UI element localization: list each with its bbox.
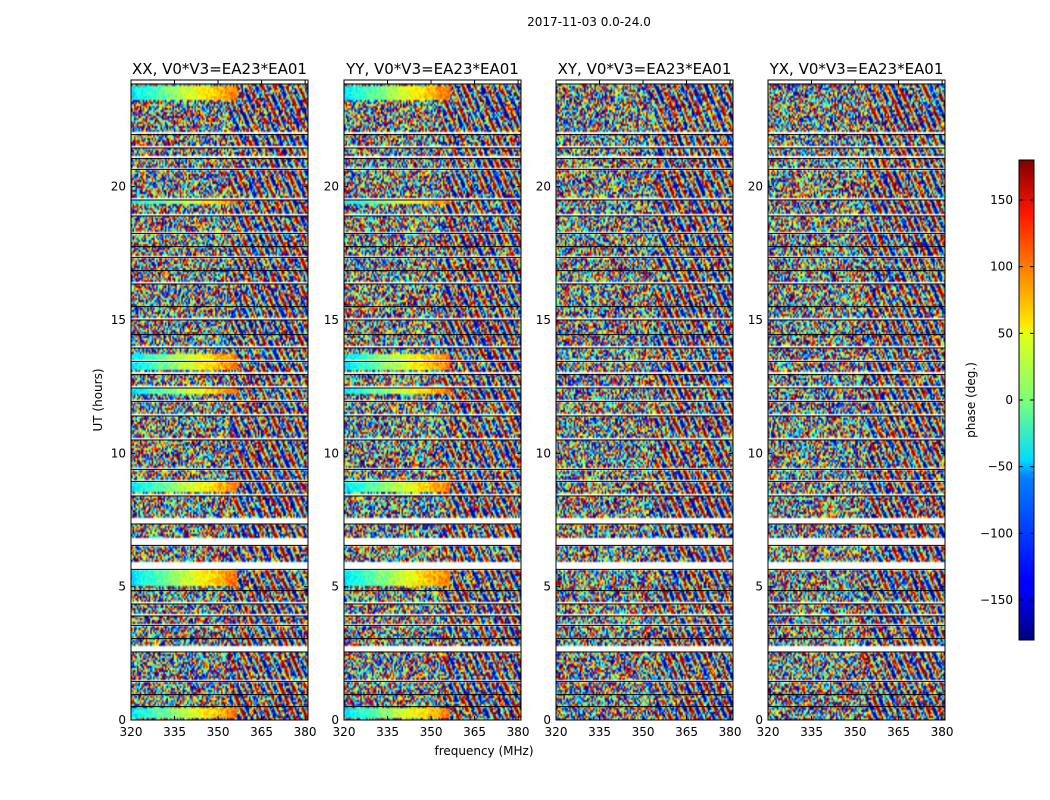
phase-heatmap (768, 80, 945, 720)
y-tick-label: 15 (748, 313, 763, 327)
y-tick-label: 0 (543, 713, 551, 727)
y-tick-label: 10 (748, 446, 763, 460)
y-tick-label: 0 (755, 713, 763, 727)
x-tick-label: 380 (294, 725, 317, 739)
panel-frame (343, 79, 522, 721)
x-tick-label: 320 (545, 725, 568, 739)
y-axis-label: UT (hours) (91, 368, 105, 431)
x-tick-label: 365 (887, 725, 910, 739)
panel-title: YY, V0*V3=EA23*EA01 (345, 60, 519, 78)
colorbar-tick-label: 150 (990, 193, 1013, 207)
y-tick-label: 0 (118, 713, 126, 727)
colorbar-label: phase (deg.) (964, 362, 978, 438)
panel-frame (130, 79, 309, 721)
x-tick-label: 320 (757, 725, 780, 739)
y-tick-label: 10 (324, 446, 339, 460)
y-tick-label: 10 (111, 446, 126, 460)
x-tick-label: 365 (675, 725, 698, 739)
y-tick-label: 5 (118, 580, 126, 594)
phase-heatmap (131, 80, 308, 720)
colorbar-tick-label: 0 (1005, 393, 1013, 407)
colorbar-tick-label: −50 (988, 460, 1013, 474)
x-tick-label: 335 (163, 725, 186, 739)
y-tick-label: 20 (536, 180, 551, 194)
colorbar-tick-label: −100 (980, 526, 1013, 540)
phase-heatmap (556, 80, 733, 720)
x-tick-label: 335 (588, 725, 611, 739)
y-tick-label: 5 (331, 580, 339, 594)
y-tick-label: 10 (536, 446, 551, 460)
x-tick-label: 350 (844, 725, 867, 739)
x-tick-label: 320 (333, 725, 356, 739)
phase-heatmap (344, 80, 521, 720)
panel-title: XX, V0*V3=EA23*EA01 (132, 60, 307, 78)
colorbar-tick-label: −150 (980, 593, 1013, 607)
panel-title: XY, V0*V3=EA23*EA01 (558, 60, 732, 78)
y-tick-label: 5 (755, 580, 763, 594)
x-tick-label: 380 (719, 725, 742, 739)
x-tick-label: 365 (463, 725, 486, 739)
panel-yy: YY, V0*V3=EA23*EA01 320 335 350 365 380 0 5 10 15… (324, 60, 530, 739)
x-tick-label: 350 (207, 725, 230, 739)
colorbar: 150 100 50 0 −50 −100 −150 phase (deg.) (964, 159, 1035, 641)
x-tick-label: 335 (376, 725, 399, 739)
x-tick-label: 350 (420, 725, 443, 739)
y-tick-label: 15 (536, 313, 551, 327)
x-tick-label: 380 (507, 725, 530, 739)
panel-frame (555, 79, 734, 721)
colorbar-tick-label: 50 (998, 326, 1013, 340)
y-tick-label: 15 (111, 313, 126, 327)
figure-suptitle: 2017-11-03 0.0-24.0 (527, 15, 651, 29)
y-tick-label: 5 (543, 580, 551, 594)
x-tick-label: 335 (800, 725, 823, 739)
y-tick-label: 20 (748, 180, 763, 194)
panel-frame (767, 79, 946, 721)
panel-xx: XX, V0*V3=EA23*EA01 320 335 350 365 380 0 5 10 15… (111, 60, 317, 739)
x-tick-label: 350 (632, 725, 655, 739)
x-tick-label: 380 (931, 725, 954, 739)
panel-xy: XY, V0*V3=EA23*EA01 320 335 350 365 380 0 5 10 15… (536, 60, 742, 739)
panel-yx: YX, V0*V3=EA23*EA01 320 335 350 365 380 0 5 10 15… (748, 60, 954, 739)
y-tick-label: 20 (324, 180, 339, 194)
x-tick-label: 365 (250, 725, 273, 739)
colorbar-tick-label: 100 (990, 260, 1013, 274)
x-axis-label: frequency (MHz) (434, 744, 533, 758)
y-tick-label: 0 (331, 713, 339, 727)
x-tick-label: 320 (120, 725, 143, 739)
panel-title: YX, V0*V3=EA23*EA01 (769, 60, 944, 78)
y-tick-label: 15 (324, 313, 339, 327)
y-tick-label: 20 (111, 180, 126, 194)
